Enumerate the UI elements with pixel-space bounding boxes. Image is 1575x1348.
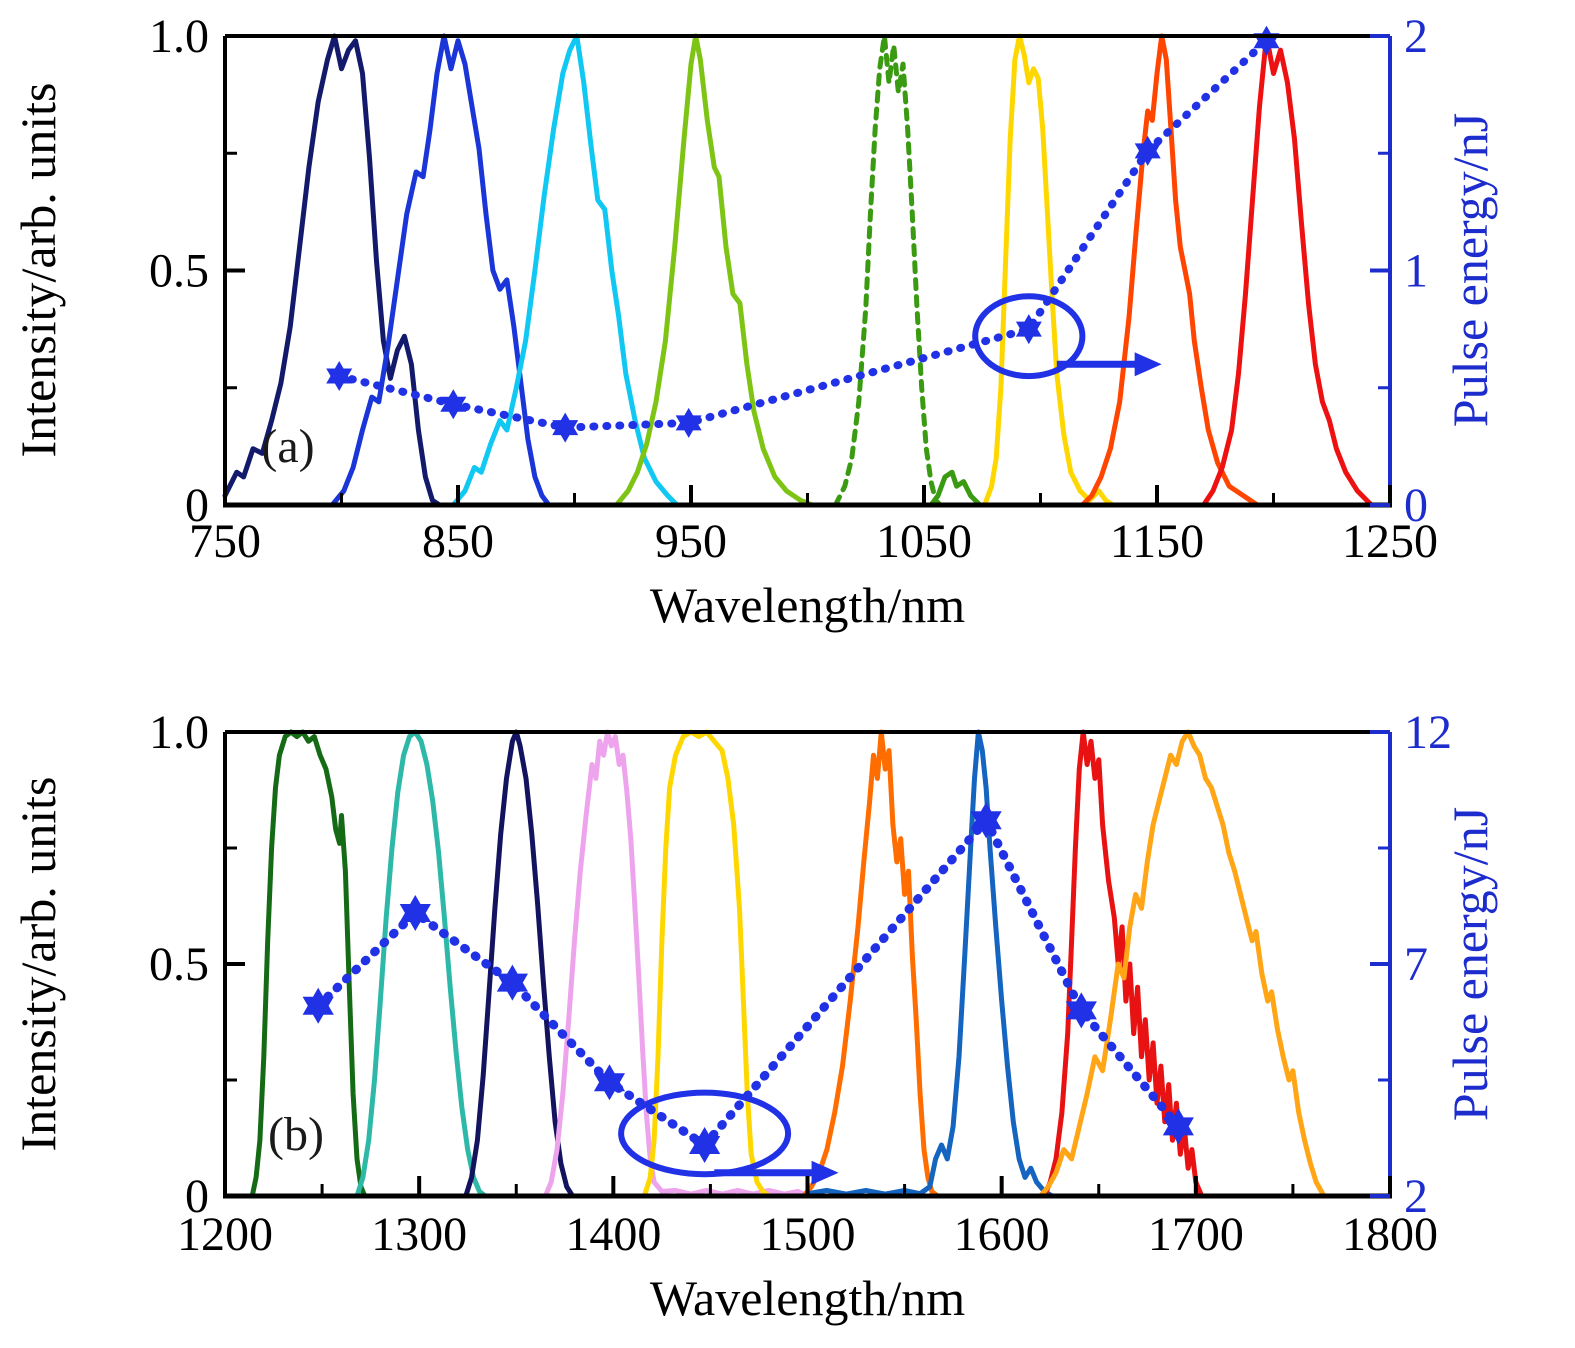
spectrum-850nm [329,33,552,508]
spectrum-1590nm [805,729,1055,1199]
pulse-energy-star-marker [1134,135,1161,166]
pulse-energy-a-dotted-line [335,36,1271,432]
pulse-energy-star-marker [302,987,334,1024]
spectrum-950nm [613,33,815,508]
y-left-axis-title: Intensity/arb. units [10,777,66,1152]
spectrum-1200nm [1201,33,1374,508]
y-left-tick-label: 1.0 [149,10,209,63]
y-right-tick-label: 12 [1404,706,1452,759]
x-tick-label: 1700 [1148,1208,1244,1261]
spectrum-1100nm [982,33,1116,508]
pulse-energy-star-marker [1065,992,1097,1029]
x-tick-label: 1400 [565,1208,661,1261]
spectrum-1150nm [1079,33,1260,508]
pulse-energy-b-dotted-line [313,812,1183,1151]
panel-a: 750 850 950 1050 1150 125000.51.0012Wavelengt… [10,10,1498,633]
pulse-energy-star-marker [675,407,702,438]
right-axis-callout-ellipse [618,1089,792,1178]
spectrum-1040nm-pump [833,33,943,508]
pulse-energy-star-marker [593,1064,625,1101]
pulse-energy-star-marker [399,895,431,931]
spectrum-1400nm [542,729,810,1199]
pulse-energy-star-marker [496,964,528,1001]
x-tick-label: 1050 [876,515,972,568]
x-tick-label: 850 [422,515,494,568]
y-left-tick-label: 1.0 [149,706,209,759]
pulse-energy-star-marker [552,412,579,443]
y-right-tick-label: 0 [1404,479,1428,532]
x-tick-label: 1150 [1110,515,1204,568]
y-right-tick-label: 1 [1404,245,1428,298]
right-axis-callout-ellipse [972,293,1086,380]
x-tick-label: 950 [655,515,727,568]
y-right-tick-label: 2 [1404,1170,1428,1223]
panel-label: (a) [261,420,314,473]
spectrum-1450nm [641,729,772,1199]
x-tick-label: 1500 [760,1208,856,1261]
y-left-axis-title: Intensity/arb. units [10,83,66,458]
pulse-energy-star-marker [326,361,353,391]
pulse-energy-star-marker [689,1127,721,1163]
y-left-tick-label: 0.5 [149,938,209,991]
pulse-energy-star-marker [970,802,1002,839]
x-axis-title: Wavelength/nm [650,577,965,633]
spectrum-1545nm [801,729,941,1199]
y-left-tick-label: 0 [185,479,209,532]
x-tick-label: 1250 [1342,515,1438,568]
x-tick-label: 1600 [954,1208,1050,1261]
y-right-axis-title: Pulse energy/nJ [1442,807,1498,1121]
y-right-tick-label: 7 [1404,938,1428,991]
spectrum-1250nm [249,729,368,1199]
right-axis-arrow-head [1134,352,1162,377]
x-tick-label: 1800 [1342,1208,1438,1261]
pulse-energy-star-marker [1253,25,1280,56]
pulse-energy-star-marker [1162,1108,1194,1145]
spectrum-1300nm [354,729,488,1199]
y-left-tick-label: 0 [185,1170,209,1223]
right-axis-arrow-head [811,1160,839,1185]
x-tick-label: 1300 [371,1208,467,1261]
spectrum-900nm [450,33,680,508]
spectrum-800nm [222,33,442,508]
x-axis-title: Wavelength/nm [650,1270,965,1326]
spectrum-1350nm [463,729,576,1199]
spectrum-1700nm [1038,729,1327,1199]
spectrum-1040nm-base-bump [928,469,983,508]
x-tick-label: 1200 [177,1208,273,1261]
pulse-energy-star-marker [1015,314,1042,345]
y-left-tick-label: 0.5 [149,245,209,298]
y-right-axis-title: Pulse energy/nJ [1442,113,1498,427]
pulse-energy-star-marker [440,389,467,420]
spectrum-1650nm [1041,729,1205,1199]
x-tick-label: 750 [189,515,261,568]
panel-label: (b) [268,1108,324,1161]
panel-b: 1200 1300 1400 1500 1600 1700 1800 0 0.5 1.0 2 7 12 W… [10,706,1498,1326]
y-right-tick-label: 2 [1404,10,1428,63]
